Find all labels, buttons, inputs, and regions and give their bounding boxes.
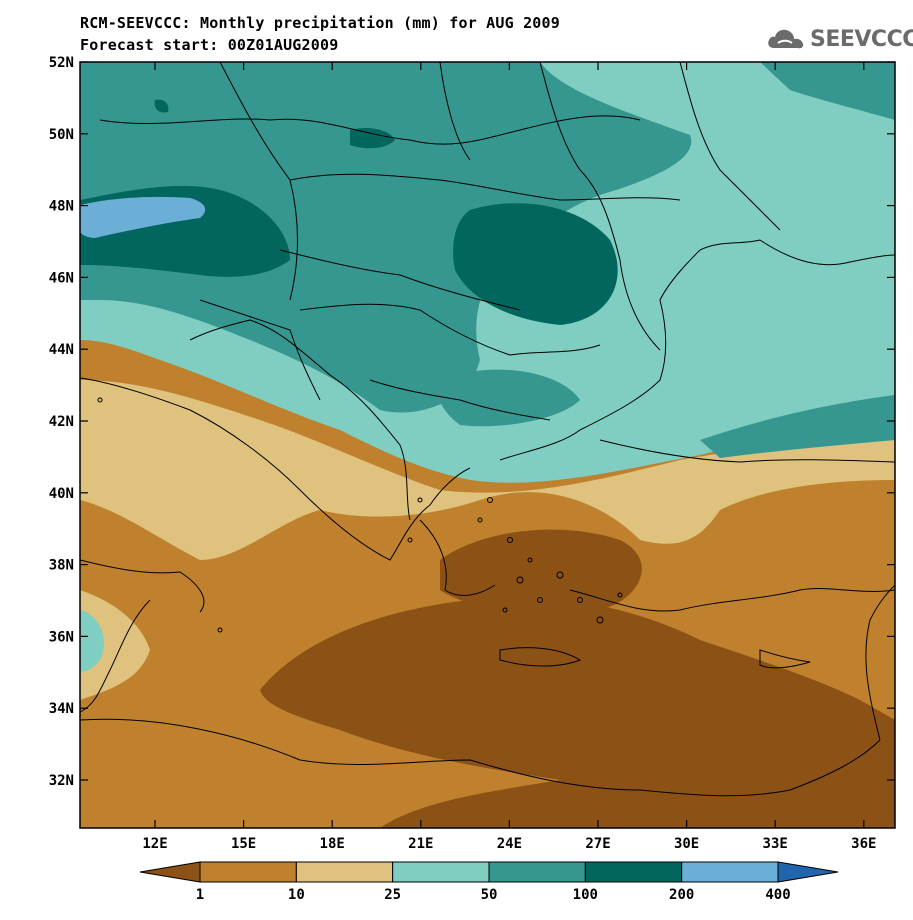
lat-label: 50N [49,127,74,143]
precipitation-field [80,62,895,828]
colorbar-label: 50 [481,887,498,903]
lon-label: 18E [320,836,345,852]
field-200-400mm [80,196,206,238]
colorbar-upper-extend [777,861,839,883]
colorbar-swatch [488,861,586,883]
lon-label: 27E [585,836,610,852]
field-10-25mm [80,380,895,560]
coastlines-and-borders [80,62,895,797]
logo-text: SEEVCCC [810,26,913,52]
colorbar-label: 1 [196,887,204,903]
colorbar-swatch [199,861,297,883]
cloud-icon [768,29,804,49]
lat-label: 32N [49,773,74,789]
lat-label: 40N [49,486,74,502]
aegean-islands [97,397,623,667]
longitude-axis: 12E 15E 18E 21E 24E 27E 30E 33E 36E [142,62,876,852]
lon-label: 15E [231,836,256,852]
forecast-start-subtitle: Forecast start: 00Z01AUG2009 [80,36,339,54]
field-below-1mm [260,597,895,828]
lon-label: 30E [674,836,699,852]
lat-label: 38N [49,558,74,574]
field-100-200mm [453,203,618,325]
colorbar-label: 100 [573,887,598,903]
lat-label: 52N [49,55,74,71]
colorbar-swatch [584,861,683,883]
precipitation-colorbar: 1 10 25 50 100 200 400 [139,861,839,903]
chart-title: RCM-SEEVCCC: Monthly precipitation (mm) … [80,14,560,32]
lat-label: 48N [49,199,74,215]
colorbar-swatch [295,861,394,883]
colorbar-lower-extend [139,861,201,883]
colorbar-label: 400 [765,887,790,903]
colorbar-label: 25 [384,887,401,903]
lon-label: 21E [408,836,433,852]
lat-label: 44N [49,342,74,358]
lat-label: 42N [49,414,74,430]
colorbar-label: 200 [669,887,694,903]
lat-label: 36N [49,629,74,645]
latitude-axis: 52N 50N 48N 46N 44N 42N 40N 38N 36N 34N 32N [49,55,895,789]
lat-label: 34N [49,701,74,717]
seevccc-logo: SEEVCCC [766,26,913,52]
lon-label: 24E [497,836,522,852]
lon-label: 12E [142,836,167,852]
colorbar-swatch [392,861,490,883]
lon-label: 33E [763,836,788,852]
colorbar-swatch [681,861,779,883]
colorbar-label: 10 [288,887,305,903]
lat-label: 46N [49,270,74,286]
lon-label: 36E [851,836,876,852]
map-frame [79,61,896,829]
